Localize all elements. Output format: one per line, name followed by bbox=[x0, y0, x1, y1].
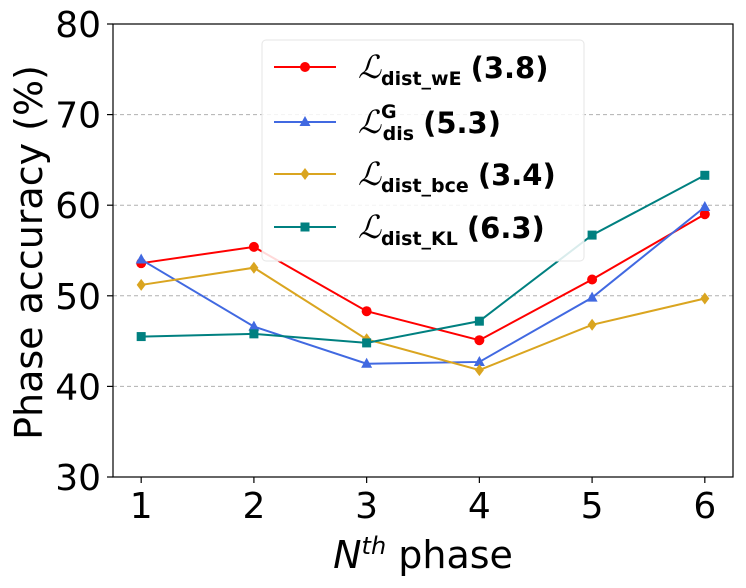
x-tick-label: 1 bbox=[130, 486, 153, 527]
y-axis-label: Phase accuracy (%) bbox=[7, 65, 51, 440]
data-point bbox=[699, 209, 710, 220]
legend-label: ℒG dis (5.3) bbox=[358, 101, 501, 145]
series-4 bbox=[136, 170, 710, 348]
series-3 bbox=[136, 261, 710, 377]
legend-label: ℒdist_KL (6.3) bbox=[358, 208, 545, 250]
axis-ticks: 30 40 50 60 70 80 1 2 3 4 5 6 bbox=[55, 5, 716, 527]
data-point bbox=[586, 291, 598, 302]
plot-frame bbox=[112, 23, 734, 478]
series-2 bbox=[135, 201, 711, 368]
x-axis-label-rest: phase bbox=[386, 533, 513, 577]
legend-marker bbox=[300, 62, 310, 72]
legend-sub: dis bbox=[383, 123, 414, 145]
legend-box bbox=[261, 39, 585, 262]
legend-label: ℒdist_wE (3.8) bbox=[358, 48, 548, 90]
series-line bbox=[141, 266, 706, 372]
data-point bbox=[699, 201, 711, 212]
data-point bbox=[474, 335, 485, 346]
y-tick-label: 50 bbox=[55, 277, 101, 318]
x-axis-label-main: N bbox=[333, 533, 361, 577]
x-tick-label: 2 bbox=[242, 486, 265, 527]
data-point bbox=[473, 355, 485, 366]
legend-script: ℒ bbox=[358, 208, 382, 246]
data-point bbox=[474, 364, 484, 377]
x-axis-label: Nth phase bbox=[333, 532, 513, 577]
data-point bbox=[587, 230, 597, 240]
legend-entry-3: ℒdist_bce (3.4) bbox=[274, 155, 556, 197]
legend-sub: dist_KL bbox=[381, 228, 458, 250]
legend-score: (3.4) bbox=[478, 158, 556, 192]
x-tick-label: 5 bbox=[581, 486, 604, 527]
legend-marker bbox=[299, 116, 311, 126]
data-point bbox=[136, 332, 146, 342]
legend-script: ℒ bbox=[358, 155, 382, 193]
legend-score: (6.3) bbox=[467, 211, 545, 245]
x-tick-label: 4 bbox=[468, 486, 491, 527]
data-point bbox=[700, 292, 710, 305]
legend-sub: dist_bce bbox=[381, 175, 469, 197]
data-point bbox=[248, 241, 259, 252]
legend-label: ℒdist_bce (3.4) bbox=[358, 155, 556, 197]
legend-score: (5.3) bbox=[423, 106, 501, 140]
data-point bbox=[136, 278, 146, 291]
y-tick-label: 40 bbox=[55, 367, 101, 408]
data-point bbox=[248, 320, 260, 331]
legend-sub: dist_wE bbox=[381, 68, 462, 90]
legend-entry-4: ℒdist_KL (6.3) bbox=[274, 208, 545, 250]
series-line bbox=[141, 213, 706, 342]
series-1 bbox=[136, 209, 710, 346]
legend-score: (3.8) bbox=[471, 51, 549, 85]
x-tick-label: 3 bbox=[355, 486, 378, 527]
data-point bbox=[362, 338, 372, 348]
legend-marker bbox=[300, 222, 310, 232]
legend-entry-2: ℒG dis (5.3) bbox=[274, 101, 501, 145]
data-point bbox=[249, 261, 259, 274]
data-point bbox=[361, 306, 372, 317]
legend-script: ℒ bbox=[358, 103, 382, 141]
data-point bbox=[700, 170, 710, 180]
y-tick-label: 80 bbox=[55, 5, 101, 46]
y-tick-label: 70 bbox=[55, 96, 101, 137]
data-point bbox=[249, 329, 259, 339]
data-point bbox=[135, 253, 147, 264]
data-point bbox=[587, 274, 598, 285]
x-axis-label-sup: th bbox=[362, 532, 387, 560]
legend-entry-1: ℒdist_wE (3.8) bbox=[274, 48, 548, 90]
series-line bbox=[140, 206, 706, 365]
legend: ℒdist_wE (3.8)ℒG dis (5.3)ℒdist_bce (3.4)ℒdi… bbox=[261, 39, 585, 262]
legend-sup: G bbox=[381, 101, 397, 123]
y-tick-label: 60 bbox=[55, 186, 101, 227]
y-tick-label: 30 bbox=[55, 458, 101, 499]
x-tick-label: 6 bbox=[693, 486, 716, 527]
data-point bbox=[361, 357, 373, 368]
legend-marker bbox=[300, 168, 310, 180]
series-layer bbox=[135, 170, 711, 377]
series-line bbox=[141, 174, 706, 344]
data-point bbox=[587, 318, 597, 331]
data-point bbox=[474, 316, 484, 326]
legend-script: ℒ bbox=[358, 48, 382, 86]
